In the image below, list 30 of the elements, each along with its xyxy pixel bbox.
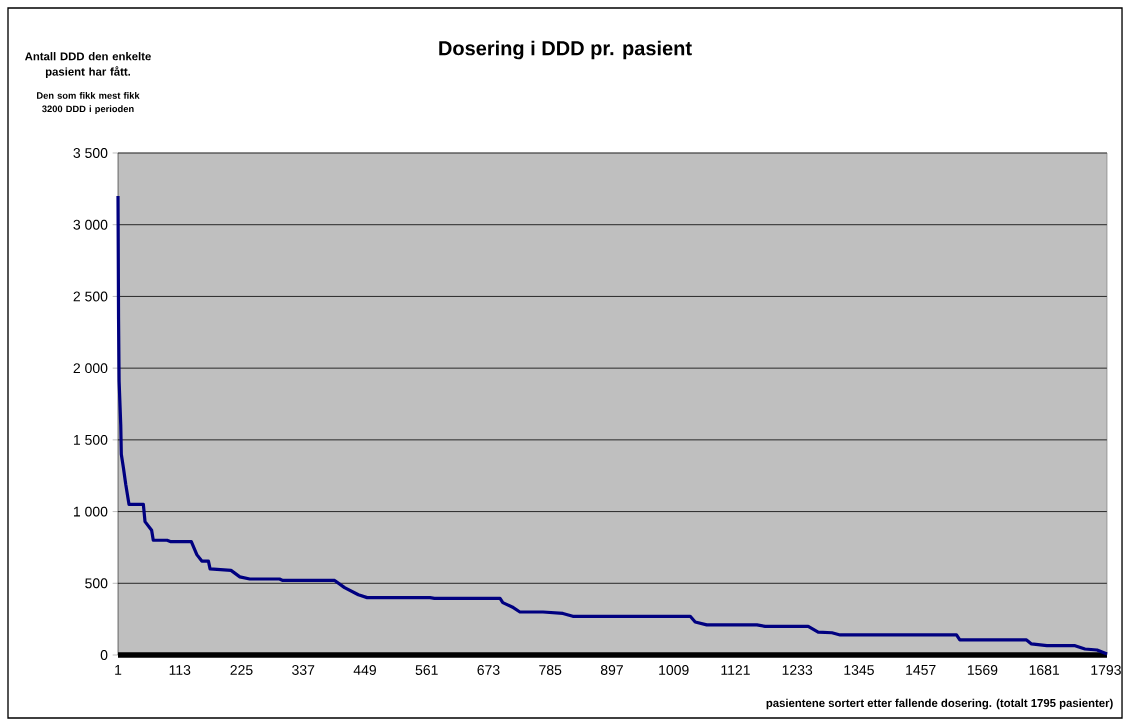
x-tick-label: 1681 — [1029, 665, 1060, 675]
x-tick-label: 561 — [415, 665, 438, 675]
x-tick-label: 1121 — [721, 665, 750, 675]
x-tick-label: 1233 — [782, 665, 813, 675]
y-tick-label: 500 — [85, 578, 108, 589]
y-tick-label: 0 — [100, 650, 108, 660]
x-tick-label: 337 — [292, 665, 315, 675]
text: Antall DDD den enkelte pasient har fått. — [24, 52, 151, 78]
x-tick-label: 1793 — [1091, 665, 1121, 675]
x-tick-label: 1 — [115, 665, 122, 675]
y-tick-label: 2 000 — [73, 363, 108, 374]
x-tick-label: 449 — [353, 665, 376, 675]
x-tick-label: 1457 — [906, 665, 936, 675]
x-tick-label: 1009 — [659, 665, 689, 675]
y-tick-label: 2 500 — [73, 291, 108, 302]
x-tick-label: 785 — [539, 665, 562, 675]
y-tick-label: 3 500 — [73, 148, 108, 158]
y-tick-label: 1 500 — [73, 434, 108, 445]
x-tick-label: 673 — [477, 665, 500, 675]
line-series — [116, 194, 1109, 656]
x-tick-label: 1569 — [967, 665, 998, 675]
text: Den som fikk mest fikk 3200 DDD i perioden — [37, 91, 140, 115]
x-tick-label: 897 — [600, 665, 623, 675]
x-tick-label: 113 — [169, 665, 191, 675]
chart-title: Dosering i DDD pr. pasient — [439, 40, 692, 60]
x-tick-label: 225 — [230, 665, 253, 675]
y-tick-label: 3 000 — [73, 219, 108, 230]
x-axis-title: pasientene sortert etter fallende dosering. (totalt 1795 pasienter) — [766, 698, 1113, 710]
x-tick-label: 1345 — [844, 665, 874, 675]
y-tick-label: 1 000 — [73, 506, 108, 517]
